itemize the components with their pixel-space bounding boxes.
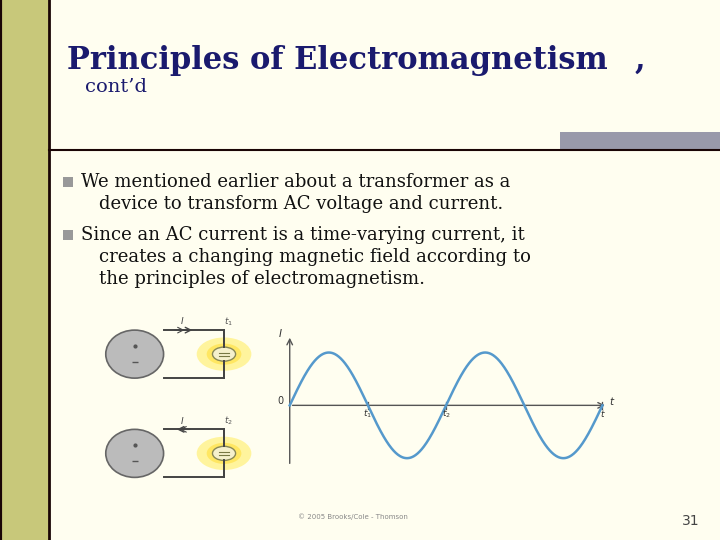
Text: 0: 0 (277, 396, 284, 406)
Text: I: I (279, 329, 282, 339)
Bar (560, 132, 720, 150)
Text: 31: 31 (683, 514, 700, 528)
Text: device to transform AC voltage and current.: device to transform AC voltage and curre… (99, 195, 503, 213)
Circle shape (207, 343, 241, 364)
Text: I: I (181, 416, 184, 426)
Ellipse shape (106, 429, 163, 477)
Bar (63, 230, 73, 240)
Text: creates a changing magnetic field according to: creates a changing magnetic field accord… (99, 248, 531, 266)
Circle shape (197, 437, 251, 470)
Ellipse shape (106, 330, 163, 378)
Text: Since an AC current is a time-varying current, it: Since an AC current is a time-varying cu… (81, 226, 525, 244)
Bar (0, 0, 49, 540)
Text: ,: , (635, 44, 646, 76)
Text: $t_2$: $t_2$ (224, 415, 233, 427)
Text: © 2005 Brooks/Cole - Thomson: © 2005 Brooks/Cole - Thomson (298, 514, 408, 521)
Text: cont’d: cont’d (85, 78, 147, 96)
Text: Principles of Electromagnetism: Principles of Electromagnetism (67, 44, 608, 76)
Circle shape (207, 443, 241, 464)
Text: the principles of electromagnetism.: the principles of electromagnetism. (99, 270, 425, 288)
Text: $t_1$: $t_1$ (224, 315, 233, 328)
Text: $t_1$: $t_1$ (364, 408, 372, 420)
Text: t: t (609, 397, 613, 407)
Bar (63, 177, 73, 187)
Text: I: I (181, 318, 184, 326)
Circle shape (212, 347, 235, 361)
Text: $t_2$: $t_2$ (441, 408, 451, 420)
Circle shape (212, 447, 235, 461)
Circle shape (197, 338, 251, 371)
Text: t: t (600, 409, 604, 418)
Text: We mentioned earlier about a transformer as a: We mentioned earlier about a transformer… (81, 173, 510, 191)
